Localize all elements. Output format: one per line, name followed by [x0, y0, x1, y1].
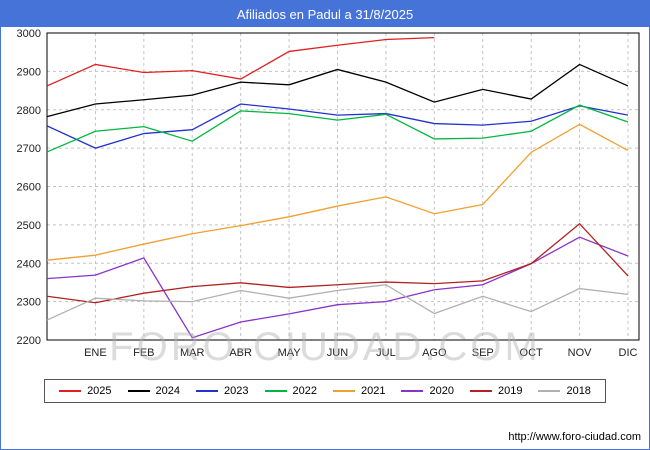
x-tick-label: NOV — [568, 347, 593, 359]
x-tick-label: ENE — [84, 347, 107, 359]
x-tick-label: JUN — [327, 347, 348, 359]
legend-label: 2022 — [292, 385, 317, 397]
x-tick-label: ABR — [229, 347, 252, 359]
series-line-2022 — [46, 104, 629, 153]
legend-item-2018: 2018 — [538, 385, 591, 397]
x-tick-label: SEP — [472, 347, 494, 359]
y-tick-label: 2200 — [17, 335, 41, 347]
y-tick-label: 2700 — [17, 143, 41, 155]
x-tick-label: OCT — [520, 347, 544, 359]
series-line-2024 — [46, 63, 629, 118]
legend-swatch — [333, 390, 355, 392]
x-tick-label: DIC — [619, 347, 638, 359]
legend-swatch — [469, 390, 492, 392]
legend-label: 2024 — [155, 385, 181, 397]
legend-label: 2018 — [566, 385, 591, 397]
title-bar: Afiliados en Padul a 31/8/2025 — [1, 1, 649, 27]
legend-swatch — [264, 390, 287, 392]
legend: 2025 2024 2023 2022 2021 2020 2019 2018 — [44, 379, 606, 403]
x-tick-label: AGO — [422, 347, 447, 359]
x-tick-label: JUL — [376, 347, 396, 359]
y-tick-label: 2800 — [17, 105, 41, 117]
y-tick-label: 2900 — [17, 66, 41, 78]
series-line-2025 — [46, 36, 435, 87]
legend-row: 2025 2024 2023 2022 2021 2020 2019 2018 — [1, 379, 649, 413]
line-chart: 2200 2300 2400 2500 2600 2700 2800 2900 3000 ENE F… — [17, 28, 640, 359]
legend-label: 2025 — [87, 385, 112, 397]
series-line-2019 — [46, 222, 629, 304]
series-line-2018 — [46, 284, 629, 321]
legend-item-2025: 2025 — [59, 385, 112, 397]
legend-item-2024: 2024 — [127, 385, 181, 397]
x-tick-label: FEB — [133, 347, 154, 359]
legend-swatch — [538, 390, 561, 392]
legend-label: 2019 — [497, 385, 523, 397]
legend-item-2023: 2023 — [196, 385, 249, 397]
y-tick-label: 2500 — [17, 220, 41, 232]
footer-url[interactable]: http://www.foro-ciudad.com — [508, 431, 641, 443]
legend-item-2019: 2019 — [469, 385, 523, 397]
chart-title: Afiliados en Padul a 31/8/2025 — [236, 6, 414, 22]
footer: http://www.foro-ciudad.com — [508, 431, 641, 443]
legend-item-2022: 2022 — [264, 385, 317, 397]
legend-swatch — [196, 390, 219, 392]
x-tick-label: MAY — [278, 347, 302, 359]
legend-swatch — [127, 390, 150, 392]
y-tick-label: 2300 — [17, 297, 41, 309]
y-tick-label: 3000 — [17, 28, 41, 40]
y-tick-label: 2400 — [17, 258, 41, 270]
series-line-2021 — [46, 123, 629, 261]
legend-item-2020: 2020 — [401, 385, 454, 397]
legend-label: 2020 — [429, 385, 454, 397]
y-tick-label: 2600 — [17, 182, 41, 194]
series-line-2023 — [46, 103, 629, 149]
legend-swatch — [59, 390, 82, 392]
legend-item-2021: 2021 — [333, 385, 385, 397]
x-tick-label: MAR — [180, 347, 205, 359]
legend-label: 2023 — [224, 385, 249, 397]
legend-label: 2021 — [361, 385, 386, 397]
legend-swatch — [401, 390, 424, 392]
chart-area: 2200 2300 2400 2500 2600 2700 2800 2900 3000 ENE F… — [1, 27, 649, 379]
